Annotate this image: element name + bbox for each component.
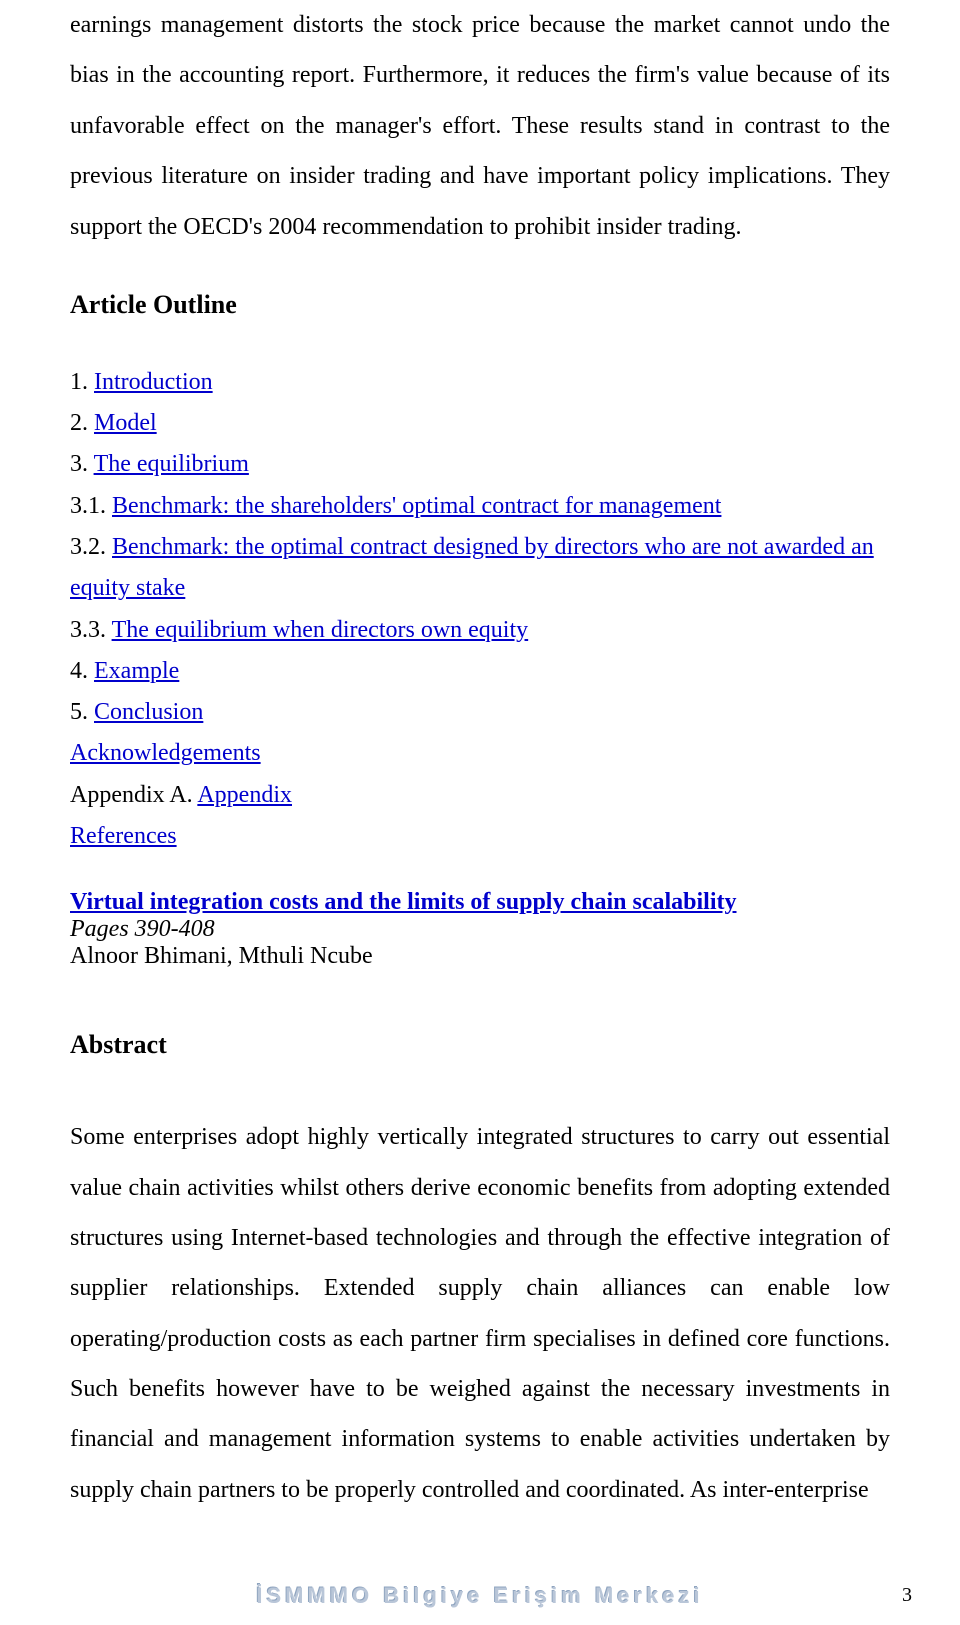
- outline-list: 1. Introduction 2. Model 3. The equilibr…: [70, 362, 890, 857]
- outline-item: References: [70, 816, 890, 857]
- outline-item: 3. The equilibrium: [70, 444, 890, 485]
- outline-link-introduction[interactable]: Introduction: [94, 369, 213, 395]
- outline-item: 3.1. Benchmark: the shareholders' optima…: [70, 486, 890, 527]
- outline-prefix-appendix: Appendix A.: [70, 782, 197, 808]
- outline-link-references[interactable]: References: [70, 823, 177, 849]
- outline-link-conclusion[interactable]: Conclusion: [94, 699, 203, 725]
- outline-link-benchmark-shareholders[interactable]: Benchmark: the shareholders' optimal con…: [112, 493, 721, 519]
- outline-heading: Article Outline: [70, 290, 890, 320]
- outline-prefix: 1.: [70, 369, 94, 395]
- outline-prefix: 4.: [70, 658, 94, 684]
- article-pages: Pages 390-408: [70, 916, 890, 943]
- outline-prefix: 3.3.: [70, 617, 112, 643]
- outline-prefix: 3.: [70, 451, 94, 477]
- outline-item: 2. Model: [70, 403, 890, 444]
- abstract-heading: Abstract: [70, 1030, 890, 1060]
- outline-item: Acknowledgements: [70, 733, 890, 774]
- outline-link-appendix[interactable]: Appendix: [197, 782, 292, 808]
- outline-item: Appendix A. Appendix: [70, 775, 890, 816]
- outline-prefix: 2.: [70, 410, 94, 436]
- intro-paragraph: earnings management distorts the stock p…: [70, 0, 890, 252]
- outline-prefix: 5.: [70, 699, 94, 725]
- article-title-link[interactable]: Virtual integration costs and the limits…: [70, 889, 890, 916]
- outline-link-equilibrium[interactable]: The equilibrium: [94, 451, 249, 477]
- article-authors: Alnoor Bhimani, Mthuli Ncube: [70, 943, 890, 970]
- outline-link-acknowledgements[interactable]: Acknowledgements: [70, 740, 261, 766]
- outline-link-model[interactable]: Model: [94, 410, 157, 436]
- page-number: 3: [902, 1584, 912, 1607]
- outline-link-benchmark-directors[interactable]: Benchmark: the optimal contract designed…: [70, 534, 874, 601]
- outline-item: 3.3. The equilibrium when directors own …: [70, 610, 890, 651]
- outline-prefix: 3.2.: [70, 534, 112, 560]
- outline-item: 5. Conclusion: [70, 692, 890, 733]
- footer-watermark: İSMMMO Bilgiye Erişim Merkezi: [0, 1583, 960, 1609]
- abstract-paragraph: Some enterprises adopt highly vertically…: [70, 1112, 890, 1515]
- outline-item: 1. Introduction: [70, 362, 890, 403]
- outline-link-example[interactable]: Example: [94, 658, 179, 684]
- outline-item: 3.2. Benchmark: the optimal contract des…: [70, 527, 890, 610]
- outline-item: 4. Example: [70, 651, 890, 692]
- outline-prefix: 3.1.: [70, 493, 112, 519]
- outline-link-equilibrium-directors[interactable]: The equilibrium when directors own equit…: [112, 617, 529, 643]
